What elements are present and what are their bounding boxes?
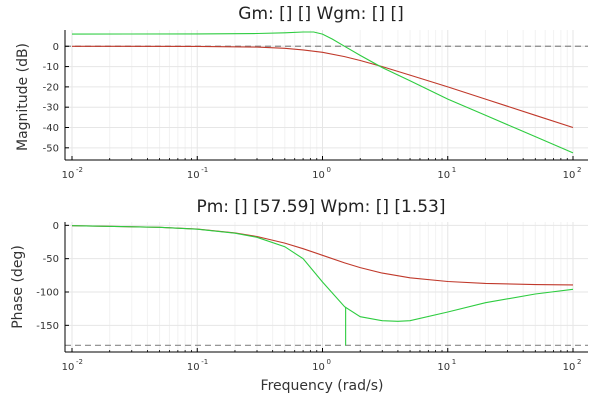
x-tick-label: 10 — [563, 362, 576, 373]
y-tick-label: -20 — [43, 82, 59, 93]
y-tick-label: -10 — [43, 62, 59, 73]
y-tick-label: -40 — [43, 123, 59, 134]
x-tick-label: 10 — [312, 170, 325, 181]
phase-series — [71, 225, 574, 346]
x-tick-label: 10 — [437, 362, 450, 373]
x-tick-label: 10 — [187, 170, 200, 181]
phase-ylabel: Phase (deg) — [10, 245, 26, 329]
x-tick-exponent: 0 — [327, 358, 331, 366]
phase-grid — [65, 222, 588, 352]
x-tick-exponent: 2 — [577, 166, 581, 174]
x-tick-exponent: 1 — [452, 358, 456, 366]
y-tick-label: -100 — [36, 288, 59, 299]
magnitude-series — [71, 31, 574, 154]
magnitude-panel: Gm: [] [] Wgm: [] [] Magnitude (dB) 0-10… — [15, 4, 588, 181]
y-tick-label: 0 — [53, 42, 59, 53]
x-tick-label: 10 — [563, 170, 576, 181]
phase-axes-frame — [64, 222, 588, 353]
x-tick-exponent: 0 — [327, 166, 331, 174]
phase-xticks: 10 -2 10 -1 10 0 10 1 10 2 — [62, 348, 581, 373]
x-tick-exponent: -2 — [76, 358, 83, 366]
series-line-1 — [71, 45, 574, 129]
x-tick-exponent: -1 — [201, 358, 208, 366]
x-tick-label: 10 — [62, 362, 75, 373]
x-tick-label: 10 — [312, 362, 325, 373]
x-tick-label: 10 — [437, 170, 450, 181]
x-tick-exponent: -1 — [201, 166, 208, 174]
y-tick-label: -50 — [43, 143, 59, 154]
phase-xlabel: Frequency (rad/s) — [261, 378, 384, 394]
magnitude-ylabel: Magnitude (dB) — [15, 43, 31, 151]
magnitude-grid — [65, 30, 588, 160]
y-tick-label: -150 — [36, 321, 59, 332]
x-tick-exponent: 2 — [577, 358, 581, 366]
y-tick-label: -50 — [43, 254, 59, 265]
magnitude-axes-frame — [64, 30, 588, 161]
series-line-2 — [71, 31, 574, 154]
series-line-2 — [71, 225, 574, 322]
x-tick-exponent: 1 — [452, 166, 456, 174]
phase-panel: Pm: [] [57.59] Wpm: [] [1.53] Phase (deg… — [10, 197, 588, 394]
x-tick-exponent: -2 — [76, 166, 83, 174]
y-tick-label: -30 — [43, 103, 59, 114]
magnitude-title: Gm: [] [] Wgm: [] [] — [238, 4, 403, 24]
x-tick-label: 10 — [187, 362, 200, 373]
magnitude-yticks: 0 -10 -20 -30 -40 -50 — [43, 42, 69, 154]
x-tick-label: 10 — [62, 170, 75, 181]
y-tick-label: 0 — [53, 221, 59, 232]
phase-title: Pm: [] [57.59] Wpm: [] [1.53] — [196, 197, 445, 217]
magnitude-xticks: 10 -2 10 -1 10 0 10 1 10 2 — [62, 156, 581, 181]
phase-yticks: 0 -50 -100 -150 — [36, 221, 69, 332]
